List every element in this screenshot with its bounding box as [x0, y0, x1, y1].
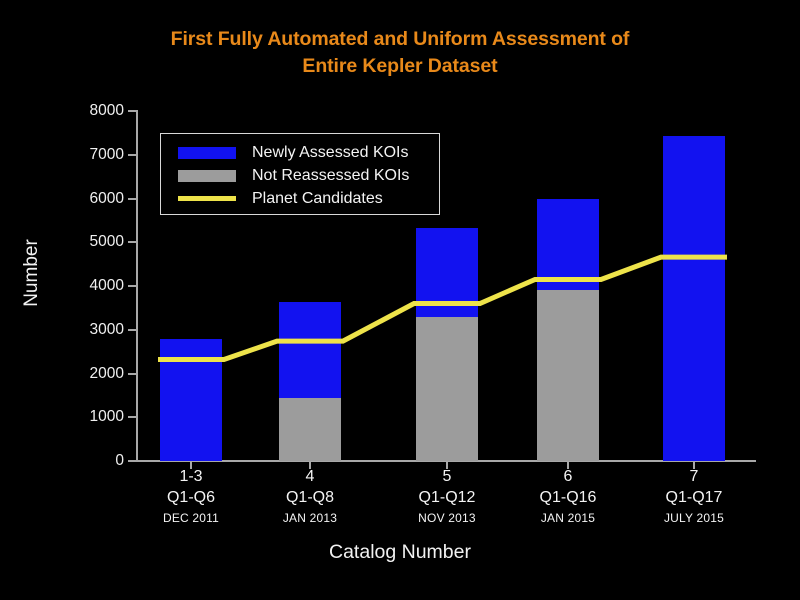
x-tick-catalog-number: 7 — [689, 468, 699, 485]
x-tick-date: DEC 2011 — [162, 511, 220, 525]
x-axis-tick — [190, 462, 192, 469]
y-axis-tick — [128, 197, 137, 200]
x-tick-catalog-number: 4 — [305, 468, 315, 485]
chart-title: First Fully Automated and Uniform Assess… — [0, 26, 800, 80]
x-tick-date: JULY 2015 — [663, 511, 725, 525]
y-axis-line — [136, 110, 138, 462]
legend-color-swatch-icon — [178, 169, 236, 182]
y-axis-tick — [128, 328, 137, 331]
y-axis-title: Number — [21, 239, 42, 307]
x-tick-catalog-number: 1-3 — [179, 468, 203, 485]
x-tick-quarters: Q1-Q8 — [285, 489, 334, 506]
y-axis-tick-label: 3000 — [89, 320, 124, 338]
x-tick-quarters: Q1-Q12 — [418, 489, 476, 506]
bar-group — [537, 111, 599, 461]
legend-item-label: Not Reassessed KOIs — [252, 166, 410, 184]
y-axis-tick — [128, 460, 137, 462]
x-tick-quarters: Q1-Q17 — [665, 489, 723, 506]
y-axis-tick — [128, 241, 137, 244]
bar-segment-newly-assessed — [537, 199, 599, 290]
x-axis-tick-label: 7 Q1-Q17 JULY 2015 — [624, 466, 764, 528]
x-axis-tick — [446, 462, 448, 469]
x-axis-tick — [309, 462, 311, 469]
bar-segment-newly-assessed — [279, 302, 341, 399]
x-axis-tick — [693, 462, 695, 469]
x-tick-date: NOV 2013 — [418, 511, 476, 525]
chart-title-line-2: Entire Kepler Dataset — [302, 55, 498, 77]
x-tick-quarters: Q1-Q16 — [539, 489, 597, 506]
legend-item: Planet Candidates — [161, 187, 439, 210]
y-axis-tick — [128, 110, 137, 112]
y-axis-tick — [128, 285, 137, 287]
legend-item-label: Planet Candidates — [252, 189, 383, 207]
bar-segment-newly-assessed — [416, 228, 478, 317]
bar-group — [663, 111, 725, 461]
x-tick-date: JAN 2015 — [540, 511, 596, 525]
x-axis-title: Catalog Number — [329, 541, 471, 563]
y-axis-tick — [128, 416, 137, 419]
x-tick-date: JAN 2013 — [282, 511, 338, 525]
bar-segment-newly-assessed — [663, 135, 725, 461]
x-axis-tick-label: 5 Q1-Q12 NOV 2013 — [377, 466, 517, 528]
y-axis-tick-label: 1000 — [89, 408, 124, 426]
x-axis-tick — [567, 462, 569, 469]
legend-item-label: Newly Assessed KOIs — [252, 143, 409, 161]
legend-line-swatch-icon — [178, 196, 236, 201]
y-axis-tick-label: 5000 — [89, 233, 124, 251]
bar-segment-newly-assessed — [160, 338, 222, 461]
y-axis-tick-label: 2000 — [89, 364, 124, 382]
x-axis-line — [136, 460, 756, 462]
legend-color-swatch-icon — [178, 146, 236, 159]
chart-title-line-1: First Fully Automated and Uniform Assess… — [170, 28, 630, 50]
x-axis-tick-label: 4 Q1-Q8 JAN 2013 — [240, 466, 380, 528]
y-axis-tick-label: 8000 — [89, 102, 124, 119]
x-axis-tick-label: 6 Q1-Q16 JAN 2015 — [498, 466, 638, 528]
y-axis-tick-label: 0 — [115, 452, 124, 469]
legend-item: Not Reassessed KOIs — [161, 164, 439, 187]
y-axis-tick-label: 7000 — [89, 145, 124, 163]
y-axis-tick — [128, 153, 137, 156]
y-axis-tick-label: 4000 — [89, 277, 124, 294]
legend-item: Newly Assessed KOIs — [161, 141, 439, 164]
bar-segment-not-reassessed — [416, 316, 478, 461]
x-tick-quarters: Q1-Q6 — [166, 489, 215, 506]
bar-segment-not-reassessed — [537, 289, 599, 461]
y-axis-tick-labels: 0 1000 2000 3000 4000 5000 6000 7000 8000 — [0, 0, 124, 600]
y-axis-tick — [128, 372, 137, 375]
x-axis-tick-label: 1-3 Q1-Q6 DEC 2011 — [121, 466, 261, 528]
x-tick-catalog-number: 5 — [442, 468, 452, 485]
bar-segment-not-reassessed — [279, 398, 341, 461]
y-axis-tick-label: 6000 — [89, 189, 124, 207]
chart-legend: Newly Assessed KOIs Not Reassessed KOIs Pl… — [160, 133, 440, 215]
x-tick-catalog-number: 6 — [563, 468, 573, 485]
